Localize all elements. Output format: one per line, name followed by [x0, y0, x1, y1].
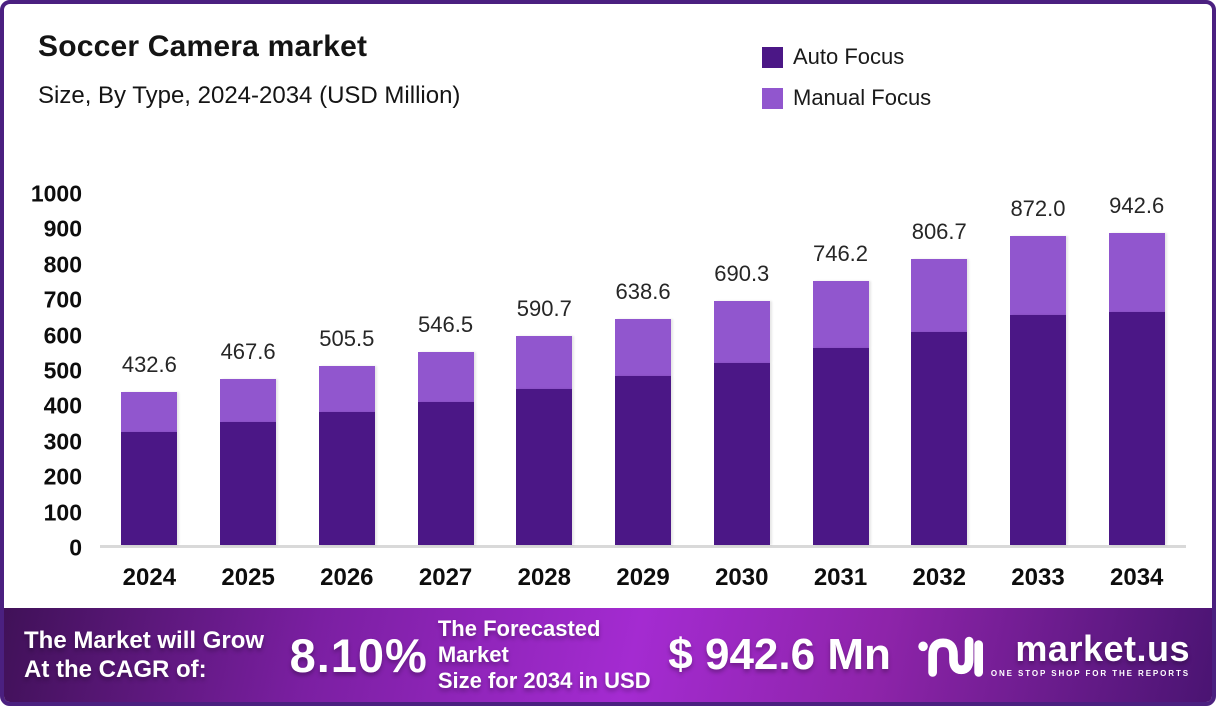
legend-label: Auto Focus [793, 44, 905, 69]
y-tick-label: 600 [43, 322, 82, 349]
bar-segment-auto-focus [713, 363, 770, 545]
cagr-label-line2: At the CAGR of: [24, 656, 207, 683]
forecast-value: $ 942.6 Mn [668, 630, 891, 679]
bar-total-label: 942.6 [1109, 193, 1165, 218]
bar-total-label: 432.6 [121, 351, 177, 377]
cagr-label-line1: The Market will Grow [24, 627, 265, 654]
x-tick-label: 2025 [221, 564, 275, 591]
marketus-logo: market.us ONE STOP SHOP FOR THE REPORTS [917, 630, 1190, 680]
bar-segment-auto-focus [812, 348, 869, 545]
legend-item-manual-focus: Manual Focus [762, 85, 931, 111]
forecast-label-line2: Size for 2034 in USD [437, 668, 651, 693]
y-axis: 0 100 200 300 400 500 600 700 800 900 1000 [4, 181, 82, 561]
cagr-label: The Market will Grow At the CAGR of: [24, 626, 286, 684]
footer-banner: The Market will Grow At the CAGR of: 8.1… [4, 608, 1212, 702]
logo-name: market.us [1015, 628, 1190, 669]
page-subtitle: Size, By Type, 2024-2034 (USD Million) [38, 82, 461, 109]
bar-segment-auto-focus [1009, 314, 1066, 545]
bar-segment-auto-focus [911, 331, 968, 545]
bar-segment-manual-focus [516, 335, 573, 389]
bar-segment-auto-focus [1108, 311, 1165, 545]
legend-swatch [762, 46, 783, 68]
bar-total-label: 872.0 [1010, 196, 1066, 222]
bar-column: 872.0 [989, 194, 1088, 545]
bar-segment-auto-focus [220, 421, 277, 545]
bar-segment-manual-focus [417, 351, 474, 402]
y-tick-label: 800 [43, 251, 82, 278]
bar-column: 806.7 [890, 194, 989, 545]
bar-column: 467.6 [199, 194, 298, 545]
y-tick-label: 500 [43, 357, 82, 384]
cagr-value: 8.10% [289, 628, 428, 682]
bar-segment-manual-focus [615, 318, 672, 376]
x-tick-label: 2034 [1110, 564, 1164, 591]
bar-segment-manual-focus [713, 300, 770, 364]
bar-total-label: 690.3 [714, 260, 770, 286]
bar-column: 638.6 [594, 194, 693, 545]
bar-column: 746.2 [791, 194, 890, 545]
x-tick-label: 2031 [813, 564, 868, 591]
bar-segment-manual-focus [121, 391, 178, 432]
bar-segment-manual-focus [1009, 236, 1066, 315]
x-tick-label: 2030 [715, 564, 769, 591]
x-tick-label: 2033 [1011, 564, 1065, 591]
bar-segment-manual-focus [1108, 233, 1165, 312]
bar-column: 942.6 [1087, 194, 1186, 545]
bar-segment-manual-focus [812, 280, 869, 349]
bar-column: 690.3 [692, 194, 791, 545]
bar-total-label: 546.5 [418, 311, 474, 337]
bar-segment-auto-focus [615, 375, 672, 545]
y-tick-label: 1000 [30, 180, 82, 207]
logo-text: market.us ONE STOP SHOP FOR THE REPORTS [990, 628, 1190, 679]
legend-item-auto-focus: Auto Focus [762, 44, 931, 70]
marketus-squiggle-icon [918, 636, 983, 677]
bar-column: 432.6 [100, 194, 199, 545]
plot-area: 432.6 467.6 505.5 546.5 590.7 638.6 690.3 746.2… [100, 194, 1186, 548]
chart-legend: Auto Focus Manual Focus [762, 44, 931, 111]
x-axis: 2024 2025 2026 2027 2028 2029 2030 2031 2032 2033… [100, 564, 1186, 592]
bar-total-label: 806.7 [911, 219, 967, 245]
bar-segment-auto-focus [318, 411, 375, 545]
y-tick-label: 900 [43, 215, 82, 242]
y-tick-label: 100 [43, 499, 82, 526]
bar-segment-manual-focus [220, 379, 277, 422]
x-tick-label: 2026 [320, 564, 374, 591]
legend-label: Manual Focus [793, 85, 932, 110]
bar-segment-manual-focus [318, 366, 375, 412]
y-tick-label: 300 [43, 428, 82, 455]
bar-segment-auto-focus [516, 388, 573, 545]
y-tick-label: 200 [43, 463, 82, 490]
bar-column: 546.5 [396, 194, 495, 545]
bar-segment-manual-focus [911, 259, 968, 332]
x-tick-label: 2027 [418, 564, 473, 591]
bar-total-label: 467.6 [220, 339, 276, 365]
y-tick-label: 700 [43, 286, 82, 313]
bar-segment-auto-focus [121, 431, 178, 545]
y-tick-label: 400 [43, 392, 82, 419]
x-tick-label: 2024 [122, 564, 177, 591]
forecast-label: The Forecasted Market Size for 2034 in U… [438, 616, 668, 694]
bar-total-label: 746.2 [812, 240, 869, 266]
logo-tagline: ONE STOP SHOP FOR THE REPORTS [990, 669, 1190, 678]
forecast-label-line1: The Forecasted Market [437, 616, 601, 667]
bar-total-label: 590.7 [516, 295, 572, 321]
page-title: Soccer Camera market [38, 30, 368, 63]
bar-total-label: 638.6 [615, 278, 671, 304]
x-tick-label: 2032 [912, 564, 966, 591]
bar-column: 505.5 [297, 194, 396, 545]
x-tick-label: 2029 [616, 564, 670, 591]
x-tick-label: 2028 [517, 564, 571, 591]
bar-total-label: 505.5 [319, 326, 375, 352]
legend-swatch [762, 87, 783, 109]
bar-segment-auto-focus [417, 401, 474, 545]
y-tick-label: 0 [69, 534, 82, 561]
bar-column: 590.7 [495, 194, 594, 545]
